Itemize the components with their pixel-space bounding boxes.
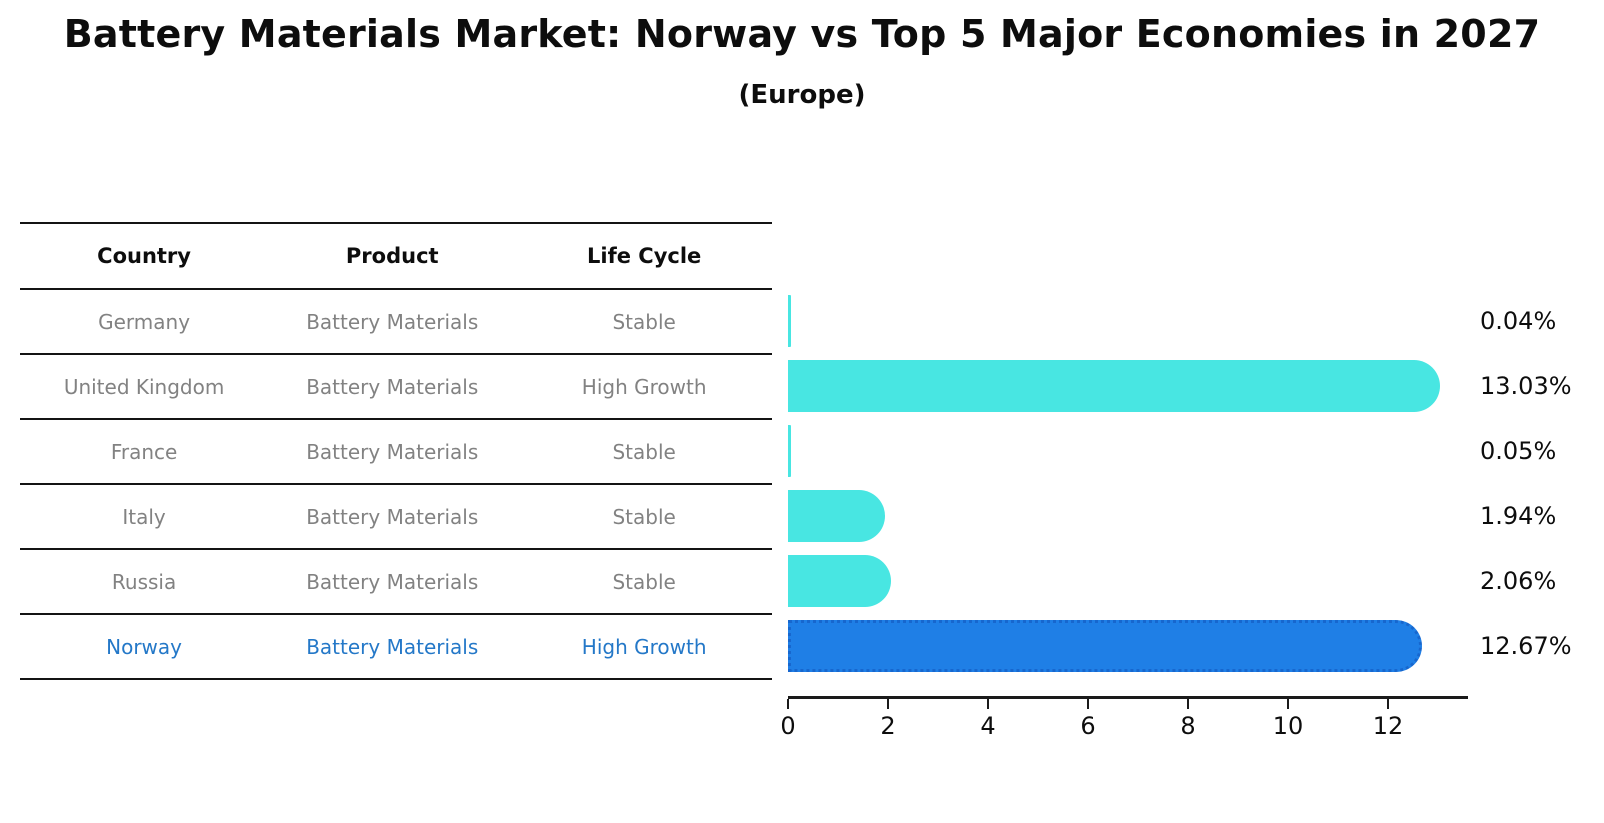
table-cell-country: France — [110, 439, 178, 464]
bar-norway — [788, 619, 1422, 672]
table-cell-product: Battery Materials — [306, 504, 479, 529]
table-cell-country: Germany — [98, 309, 191, 334]
x-tick-label-4: 4 — [980, 712, 996, 740]
chart-title: Battery Materials Market: Norway vs Top … — [63, 12, 1541, 56]
table-cell-life-cycle: High Growth — [581, 634, 707, 659]
table-row-russia: Russia Battery Materials Stable — [20, 548, 772, 613]
x-axis-line — [788, 696, 1468, 699]
table-row-italy: Italy Battery Materials Stable — [20, 483, 772, 548]
table-cell-country: Italy — [122, 504, 166, 529]
bar-value-france: 0.05% — [1480, 436, 1557, 465]
table-cell-life-cycle: Stable — [612, 309, 676, 334]
bar-germany — [788, 294, 791, 347]
x-tick-mark-10 — [1287, 699, 1289, 709]
x-tick-mark-12 — [1387, 699, 1389, 709]
x-tick-mark-0 — [787, 699, 789, 709]
bar-value-germany: 0.04% — [1480, 306, 1557, 335]
table-cell-product: Battery Materials — [306, 374, 479, 399]
x-tick-label-6: 6 — [1080, 712, 1096, 740]
table-cell-country: Russia — [111, 569, 177, 594]
table-row-united-kingdom: United Kingdom Battery Materials High Grow… — [20, 353, 772, 418]
x-tick-label-2: 2 — [880, 712, 896, 740]
table-cell-life-cycle: Stable — [612, 569, 676, 594]
bar-value-united-kingdom: 13.03% — [1480, 371, 1572, 400]
bar-value-norway: 12.67% — [1480, 631, 1572, 660]
table-header-life-cycle: Life Cycle — [587, 244, 702, 268]
x-tick-mark-2 — [887, 699, 889, 709]
table-cell-product: Battery Materials — [306, 439, 479, 464]
bar-russia — [788, 554, 891, 607]
table-cell-product: Battery Materials — [306, 309, 479, 334]
table-cell-life-cycle: Stable — [612, 439, 676, 464]
chart-subtitle: (Europe) — [738, 80, 866, 110]
x-tick-label-12: 12 — [1372, 712, 1404, 740]
table-cell-life-cycle: Stable — [612, 504, 676, 529]
x-tick-mark-4 — [987, 699, 989, 709]
table-bottom-line — [20, 678, 772, 680]
table-header-product: Product — [345, 244, 439, 268]
table-cell-country: United Kingdom — [63, 374, 225, 399]
x-tick-mark-6 — [1087, 699, 1089, 709]
bar-value-russia: 2.06% — [1480, 566, 1557, 595]
table-row-germany: Germany Battery Materials Stable — [20, 288, 772, 353]
bar-united-kingdom — [788, 359, 1440, 412]
table-cell-product: Battery Materials — [306, 569, 479, 594]
table-header-row: Country Product Life Cycle — [20, 222, 772, 288]
table-cell-life-cycle: High Growth — [581, 374, 707, 399]
table-header-country: Country — [97, 244, 191, 268]
comparison-table: Country Product Life Cycle Germany Battery … — [20, 222, 772, 680]
table-row-france: France Battery Materials Stable — [20, 418, 772, 483]
bar-italy — [788, 489, 885, 542]
table-body: Germany Battery Materials Stable United Kin… — [20, 288, 772, 678]
table-cell-country: Norway — [106, 634, 183, 659]
bar-value-italy: 1.94% — [1480, 501, 1557, 530]
table-row-norway: Norway Battery Materials High Growth — [20, 613, 772, 678]
x-tick-mark-8 — [1187, 699, 1189, 709]
x-tick-label-10: 10 — [1272, 712, 1304, 740]
x-tick-label-8: 8 — [1180, 712, 1196, 740]
x-tick-label-0: 0 — [780, 712, 796, 740]
bar-france — [788, 424, 791, 477]
table-cell-product: Battery Materials — [306, 634, 479, 659]
